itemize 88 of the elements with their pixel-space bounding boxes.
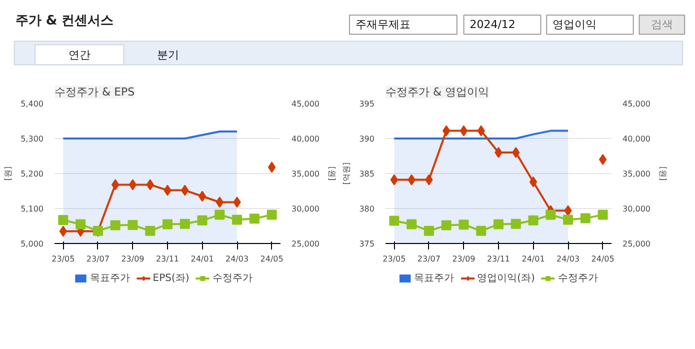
point [266,210,277,220]
x-tick-label: 24/01 [190,254,214,264]
y-tick-label: 5,200 [20,170,44,178]
point [268,162,276,173]
y2-tick-label: 25,000 [292,240,320,248]
x-tick-label: 23/11 [156,254,180,264]
y-tick-label: 380 [359,204,375,214]
y2-tick-label: 45,000 [622,100,650,108]
point [390,174,398,186]
chart-title: 수정주가 & 영업이익 [386,86,490,98]
point [180,218,190,229]
x-tick-label: 23/11 [486,254,510,264]
x-tick-label: 24/05 [591,254,614,264]
point [494,219,504,230]
x-tick-label: 23/07 [417,254,440,264]
x-tick-label: 23/05 [52,254,75,264]
y-tick-label: 385 [359,170,375,178]
y2-axis-title: [원] [327,166,336,181]
y2-tick-label: 35,000 [622,170,650,178]
point [128,220,138,230]
y-tick-label: 5,100 [20,204,44,214]
point [406,219,417,230]
point [441,220,452,230]
point [580,213,590,224]
text: 주재무제표 [355,18,410,32]
y-tick-label: 5,300 [20,134,44,144]
y2-tick-label: 25,000 [622,240,650,248]
y2-tick-label: 40,000 [292,134,320,144]
point [197,215,208,226]
x-tick-label: 24/03 [556,254,580,264]
y-tick-label: 5,000 [20,240,44,248]
point [563,214,574,225]
x-tick-label: 23/07 [86,254,110,264]
point [389,216,400,226]
text: 분기 [157,48,180,62]
y2-tick-label: 45,000 [292,100,320,108]
legend-label: 영업이익(좌) [477,272,535,285]
point [494,147,502,158]
text: 검색 [650,18,673,32]
point [128,179,137,190]
point [424,226,434,236]
point [58,215,68,226]
point [598,154,607,165]
point [546,210,556,220]
point [162,219,172,230]
x-tick-label: 24/05 [260,254,284,264]
y2-tick-label: 30,000 [622,204,650,214]
point [460,125,468,136]
point [476,226,486,236]
x-tick-label: 24/01 [522,254,545,264]
x-tick-label: 23/09 [452,254,476,264]
y2-axis-title: [원] [658,166,668,181]
y2-tick-label: 30,000 [292,204,320,214]
y-axis-title: [원] [4,166,13,181]
y-axis-title: [억원] [342,162,352,185]
legend-label: 수정주가 [212,272,252,285]
x-tick-label: 24/03 [226,254,249,264]
x-tick-label: 23/09 [121,254,144,264]
point [528,215,538,226]
y2-tick-label: 40,000 [622,134,650,144]
y-tick-label: 375 [359,240,375,248]
point [110,220,120,230]
text: 주가 & 컨센서스 [15,14,114,29]
point [458,220,469,230]
legend-label: 수정주가 [558,272,598,285]
y-tick-label: 5,400 [20,100,44,108]
text: 영업이익 [552,18,597,32]
legend-label: EPS(좌) [152,272,190,285]
y-tick-label: 390 [359,134,375,144]
point [198,190,206,202]
point [598,210,608,220]
legend-label: 목표주가 [414,272,454,285]
y-tick-label: 395 [359,100,375,108]
legend-label: 목표주가 [90,272,130,285]
point [145,226,156,236]
y2-tick-label: 35,000 [292,170,320,178]
text: 연간 [68,48,90,62]
point [249,214,260,224]
point [59,226,68,237]
point [214,210,225,220]
x-tick-label: 23/05 [382,254,406,264]
point [232,214,242,225]
chart-title: 수정주가 & EPS [54,86,135,98]
point [529,176,538,188]
point [510,218,521,229]
point [76,219,86,230]
text: 2024/12 [470,18,516,32]
point [512,147,520,158]
